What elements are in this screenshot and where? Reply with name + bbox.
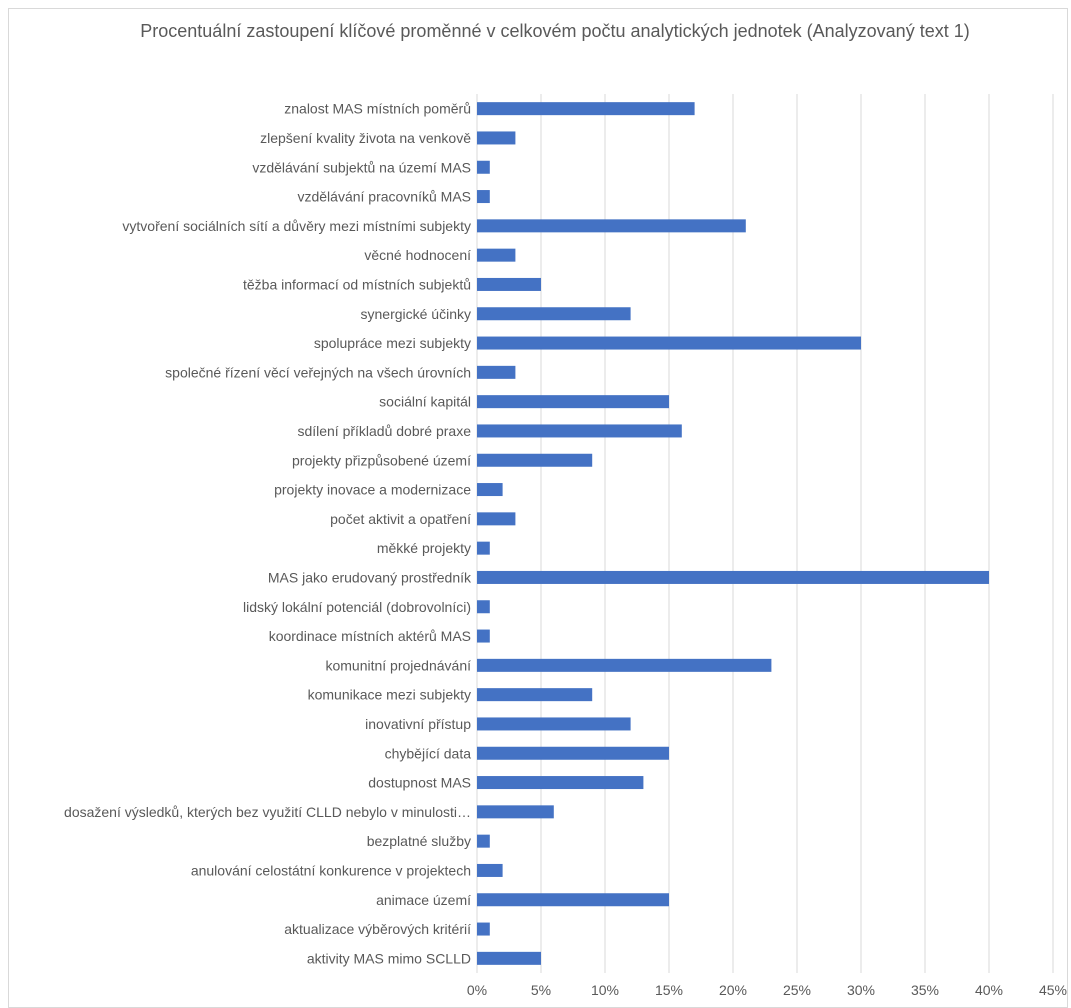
bar — [477, 424, 682, 438]
category-label: vzdělávání pracovníků MAS — [297, 189, 471, 205]
category-label: komunitní projednávání — [325, 657, 471, 673]
category-label: společné řízení věcí veřejných na všech … — [165, 364, 471, 380]
bars — [477, 102, 989, 965]
category-label: sdílení příkladů dobré praxe — [297, 423, 471, 439]
category-label: aktivity MAS mimo SCLLD — [307, 950, 471, 966]
category-label: chybějící data — [385, 745, 472, 761]
bar — [477, 277, 541, 291]
x-tick-label: 0% — [467, 982, 487, 998]
bar — [477, 248, 516, 262]
bar — [477, 160, 490, 174]
category-label: inovativní přístup — [365, 716, 471, 732]
category-label: sociální kapitál — [379, 394, 471, 410]
category-label: měkké projekty — [377, 540, 471, 556]
bar — [477, 365, 516, 379]
x-tick-label: 5% — [531, 982, 551, 998]
bar — [477, 219, 746, 233]
bar — [477, 658, 772, 672]
category-labels: znalost MAS místních poměrů zlepšení kval… — [64, 101, 472, 967]
category-label: komunikace mezi subjekty — [308, 687, 471, 703]
x-tick-label: 20% — [719, 982, 747, 998]
bar — [477, 512, 516, 526]
bar — [477, 453, 593, 467]
bar — [477, 336, 861, 350]
x-tick-label: 25% — [783, 982, 811, 998]
x-tick-label: 35% — [911, 982, 939, 998]
x-tick-label: 45% — [1039, 982, 1067, 998]
x-axis-tick-labels: 0% 5% 10% 15% 20% 25% 30% 35% 40% 45% — [467, 982, 1067, 998]
category-label: počet aktivit a opatření — [330, 511, 471, 527]
category-label: synergické účinky — [361, 306, 472, 322]
bar — [477, 483, 503, 497]
bar — [477, 834, 490, 848]
category-label: věcné hodnocení — [364, 247, 471, 263]
bar — [477, 190, 490, 204]
category-label: zlepšení kvality života na venkově — [260, 130, 471, 146]
bar — [477, 131, 516, 145]
bar — [477, 805, 554, 819]
bar — [477, 541, 490, 555]
category-label: projekty inovace a modernizace — [274, 482, 471, 498]
category-label: bezplatné služby — [367, 833, 471, 849]
category-label: dosažení výsledků, kterých bez využití C… — [64, 804, 471, 820]
chart-title: Procentuální zastoupení klíčové proměnné… — [140, 21, 970, 41]
bar — [477, 893, 669, 907]
bar — [477, 395, 669, 409]
x-tick-label: 30% — [847, 982, 875, 998]
category-label: lidský lokální potenciál (dobrovolníci) — [243, 599, 471, 615]
category-label: anulování celostátní konkurence v projek… — [191, 862, 471, 878]
bar — [477, 570, 989, 584]
category-label: vzdělávání subjektů na území MAS — [252, 159, 471, 175]
category-label: koordinace místních aktérů MAS — [269, 628, 471, 644]
bar — [477, 307, 631, 321]
x-tick-label: 40% — [975, 982, 1003, 998]
bar — [477, 600, 490, 614]
category-label: spolupráce mezi subjekty — [314, 335, 471, 351]
bar — [477, 951, 541, 965]
category-label: znalost MAS místních poměrů — [284, 101, 471, 117]
bar — [477, 922, 490, 936]
category-label: vytvoření sociálních sítí a důvěry mezi … — [122, 218, 471, 234]
category-label: projekty přizpůsobené území — [292, 452, 471, 468]
category-label: těžba informací od místních subjektů — [243, 276, 471, 292]
bar — [477, 717, 631, 731]
bar — [477, 629, 490, 643]
bar — [477, 688, 593, 702]
bar — [477, 776, 644, 790]
bar — [477, 863, 503, 877]
category-label: animace území — [376, 892, 471, 908]
category-label: dostupnost MAS — [368, 775, 471, 791]
x-tick-label: 15% — [655, 982, 683, 998]
gridlines — [476, 94, 1054, 973]
bar — [477, 102, 695, 116]
category-label: aktualizace výběrových kritérií — [284, 921, 471, 937]
bar — [477, 746, 669, 760]
category-label: MAS jako erudovaný prostředník — [268, 569, 472, 585]
x-tick-label: 10% — [591, 982, 619, 998]
